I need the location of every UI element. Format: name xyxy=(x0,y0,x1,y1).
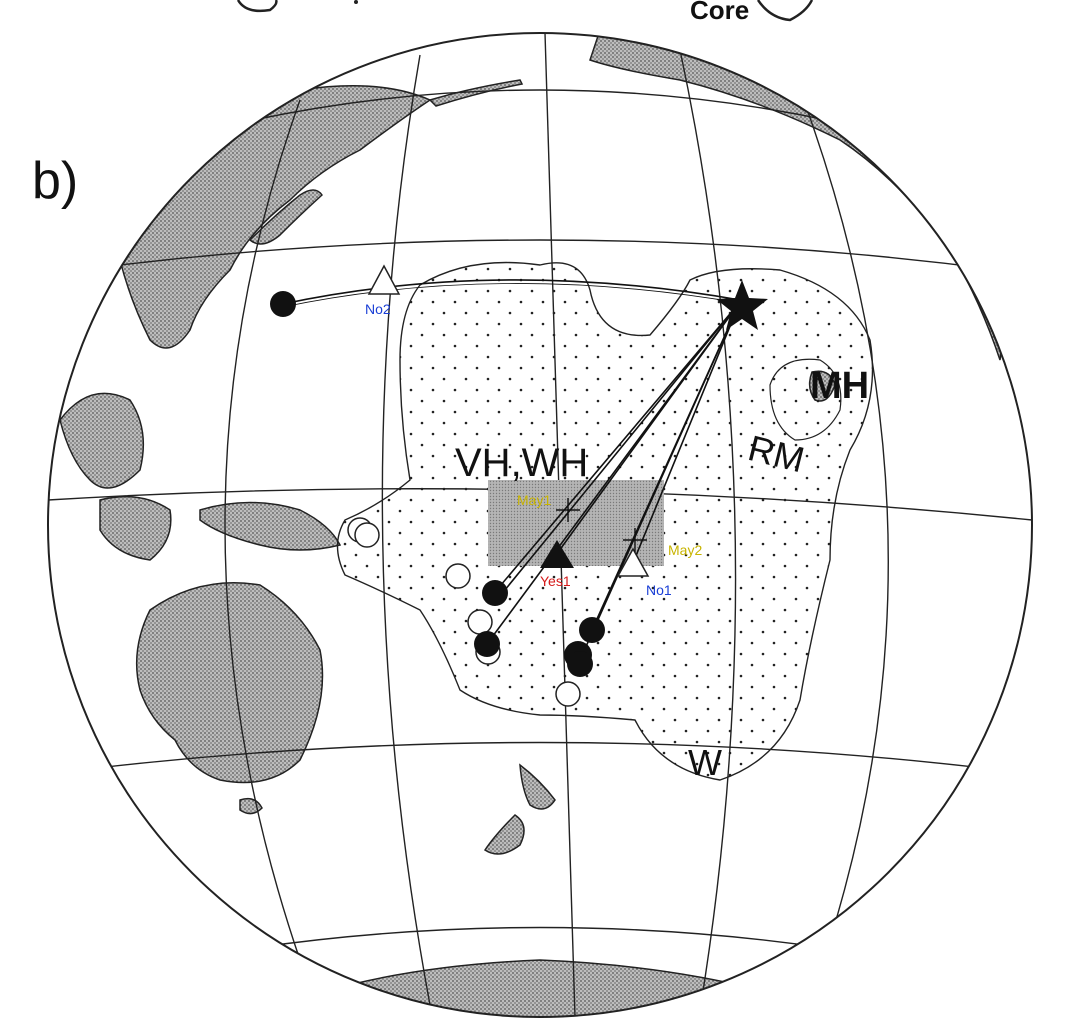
region-label-vh-wh: VH,WH xyxy=(455,441,588,485)
ray-path-no2 xyxy=(282,279,741,305)
open-triangle-icon xyxy=(616,547,650,577)
filled-triangle-icon xyxy=(540,540,574,568)
marker-label-may1: May1 xyxy=(517,492,551,508)
ray-path-6 xyxy=(555,301,741,556)
ray-path-2 xyxy=(499,301,741,597)
open-triangle-icon xyxy=(367,264,401,295)
plus-icon xyxy=(556,498,580,522)
ray-path-1 xyxy=(494,301,741,593)
marker-label-no1: No1 xyxy=(646,582,672,598)
open-circle-icon xyxy=(354,522,380,548)
top-clipped-label: Core xyxy=(690,0,749,25)
panel-label: b) xyxy=(32,152,78,210)
plus-markers xyxy=(556,498,647,552)
filled-stations xyxy=(270,291,605,677)
japan-landmass xyxy=(248,189,323,245)
filled-circle-icon xyxy=(482,580,508,606)
southeast-asia-landmass xyxy=(59,392,145,489)
open-circle-icon xyxy=(445,563,471,589)
ray-path-5 xyxy=(579,301,741,661)
marker-label-may2: May2 xyxy=(668,542,702,558)
marker-label-no2: No2 xyxy=(365,301,391,317)
plus-icon xyxy=(623,528,647,552)
australia-landmass xyxy=(135,582,324,784)
top-panel-remnant: Core xyxy=(236,0,814,25)
ray-path-7 xyxy=(632,301,741,564)
filled-circle-icon xyxy=(579,617,605,643)
star-icon xyxy=(716,280,768,330)
region-label-w: W xyxy=(688,742,722,783)
filled-circle-icon xyxy=(567,651,593,677)
ray-path-no2-inner xyxy=(282,283,741,308)
borneo-landmass xyxy=(99,495,172,561)
ray-paths xyxy=(282,279,741,661)
mh-oval xyxy=(769,358,842,441)
marker-label-yes1: Yes1 xyxy=(540,573,571,589)
globe-outline xyxy=(47,32,1033,1018)
tasmania-landmass xyxy=(239,797,263,815)
open-circle-icon xyxy=(555,681,581,707)
new-zealand-north xyxy=(519,763,556,810)
filled-circle-icon xyxy=(270,291,296,317)
new-zealand-south xyxy=(483,814,525,855)
filled-circle-icon xyxy=(474,631,500,657)
region-label-mh: MH xyxy=(810,365,869,407)
triangle-stations xyxy=(367,264,650,577)
open-circle-icon xyxy=(467,609,493,635)
